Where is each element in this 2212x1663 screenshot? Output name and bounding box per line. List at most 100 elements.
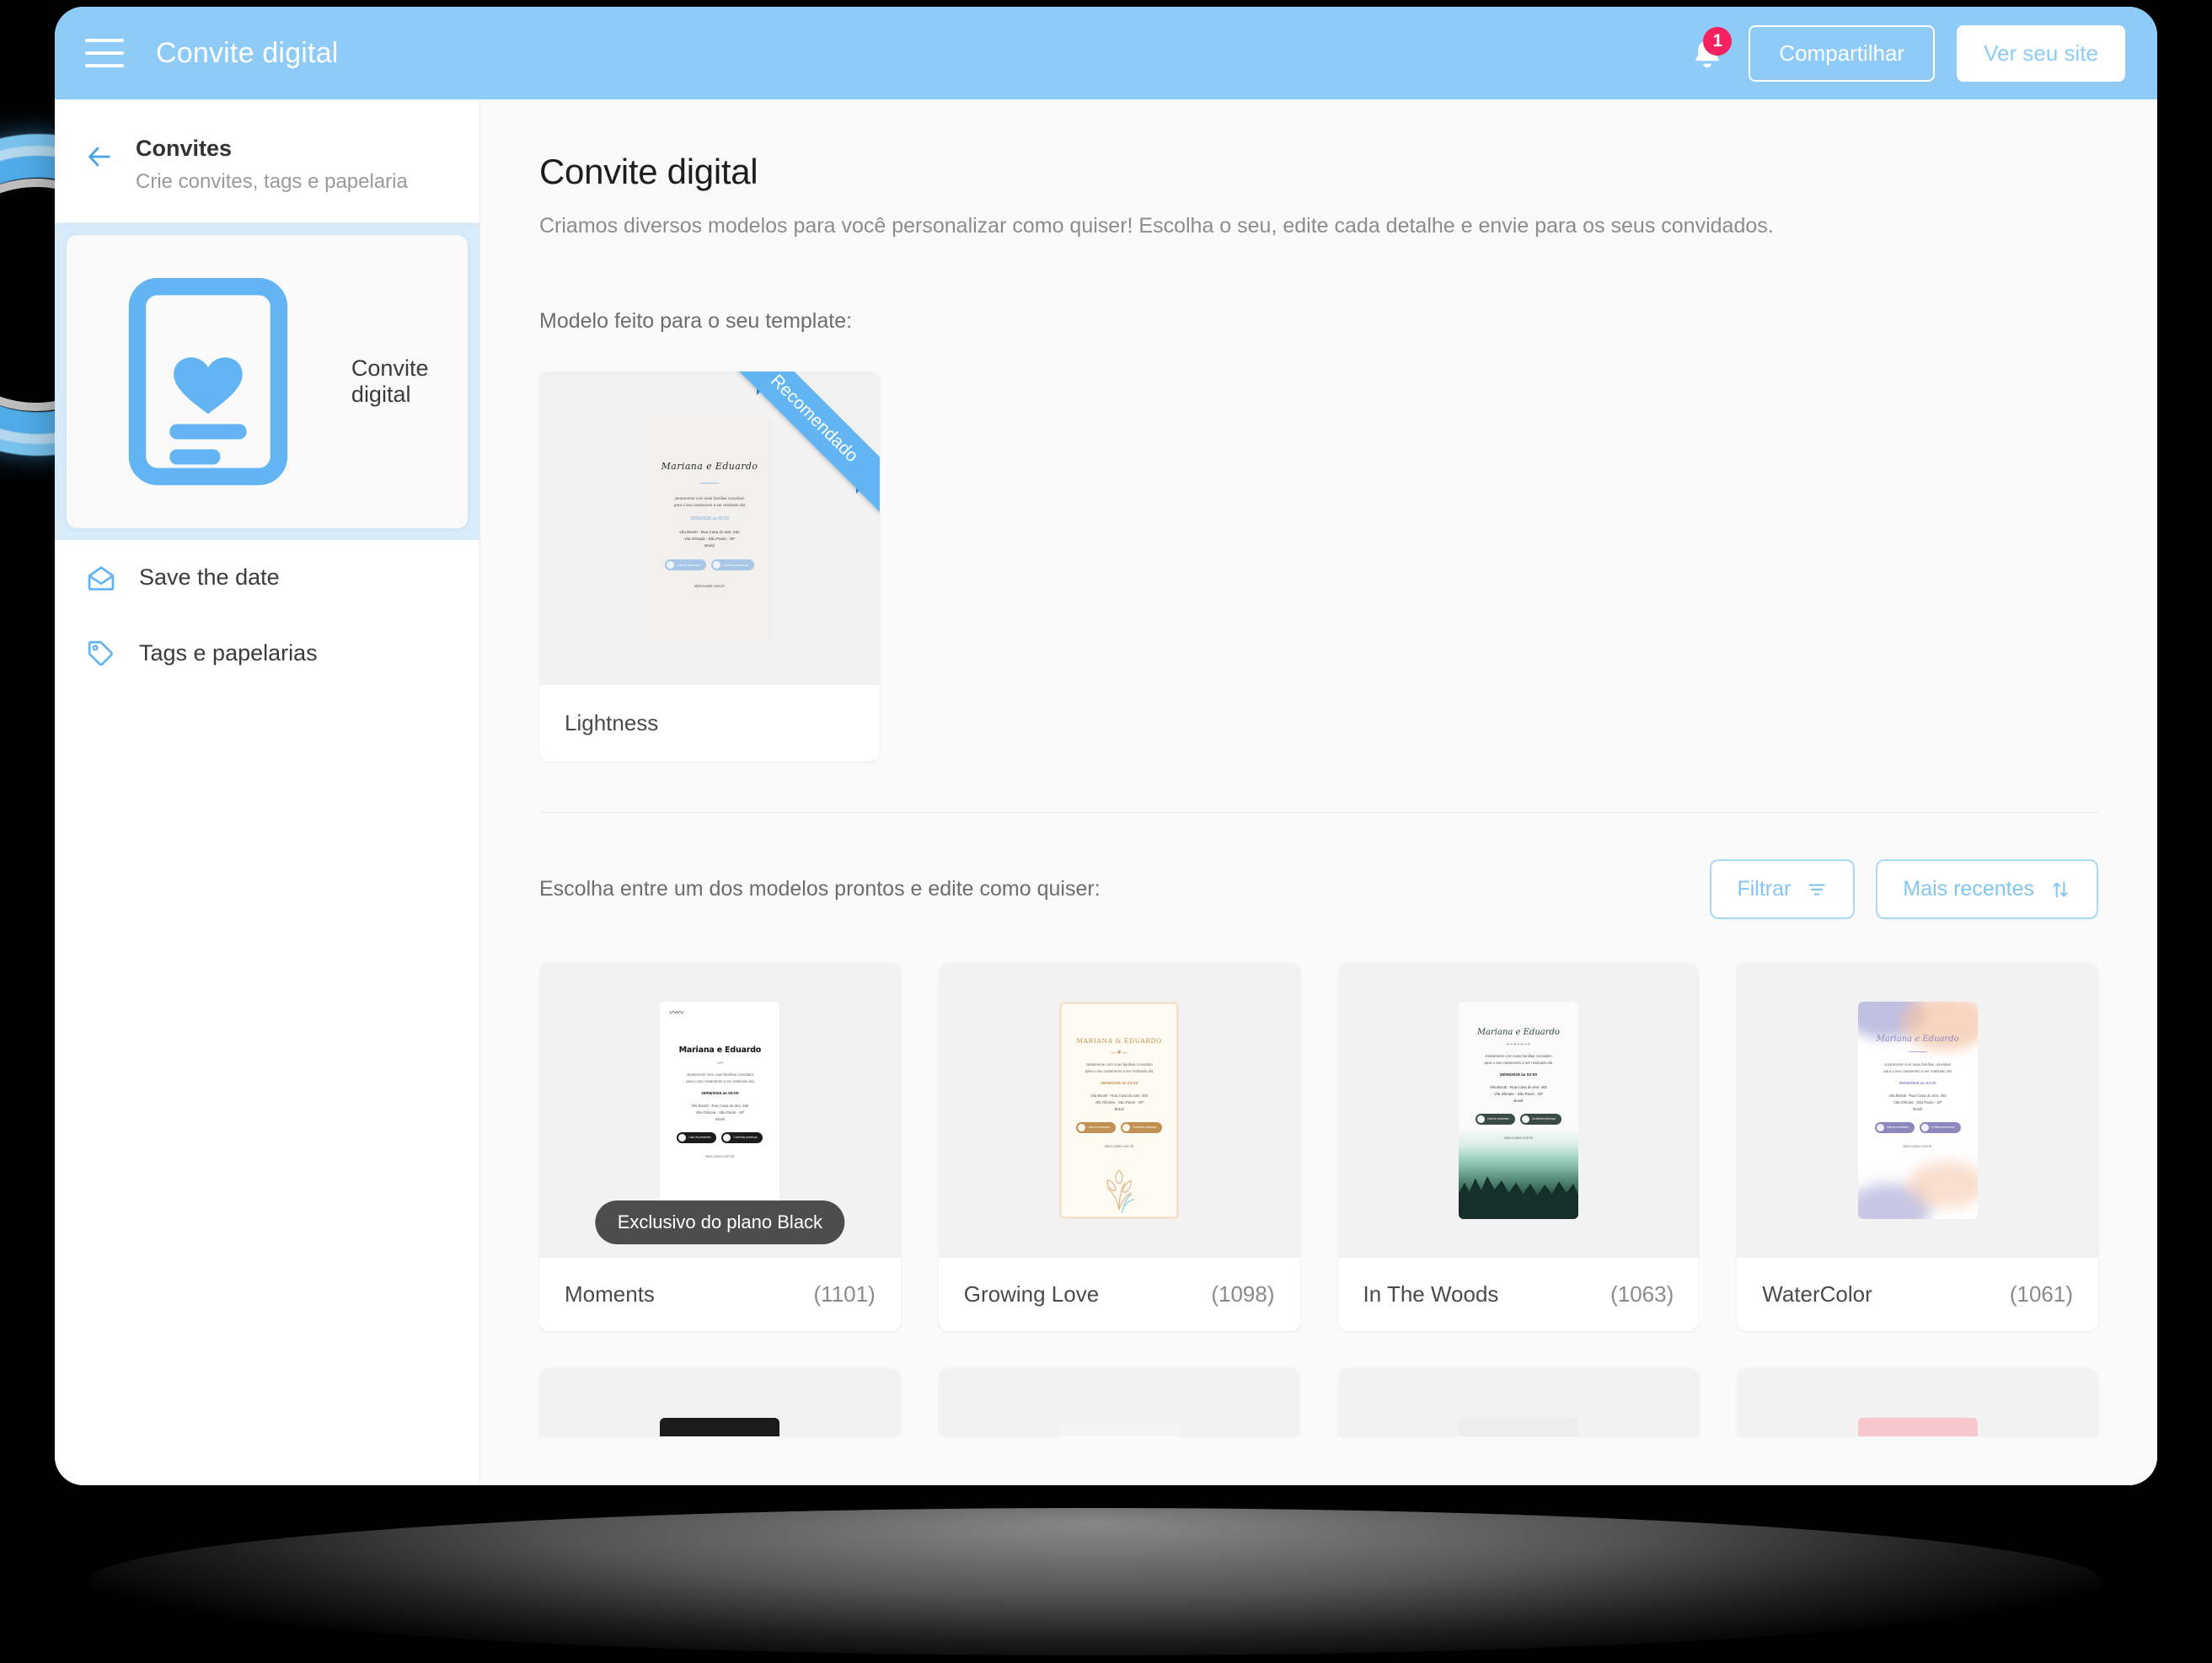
invitation-intro-line2: para o seu casamento a ser realizado dia: [1883, 1068, 1952, 1073]
invitation-address-line1: Vila Bisutti - Rua Casa do ator, 462: [1489, 1084, 1547, 1089]
invitation-gift-list-button: Lista de presentes: [677, 1131, 717, 1143]
template-card-partial[interactable]: [539, 1369, 901, 1436]
template-thumbnail: Mariana e Eduardo ✧∼✧∼✧∼✧ Juntamente com…: [1338, 963, 1700, 1258]
invitation-site-url: sites.icasei.com.br: [1503, 1135, 1534, 1140]
check-icon: [723, 1133, 731, 1142]
template-card-partial[interactable]: [1337, 1369, 1700, 1436]
invitation-intro-line1: Juntamente com suas famílias convidam: [1883, 1062, 1952, 1067]
decorative-squiggle-mid: 〰: [717, 1061, 723, 1067]
invitation-preview-in-the-woods: Mariana e Eduardo ✧∼✧∼✧∼✧ Juntamente com…: [1458, 1002, 1578, 1219]
invitation-site-url: sites.icasei.com.br: [694, 584, 726, 589]
template-card-footer: Moments (1101): [539, 1258, 901, 1331]
sidebar-title: Convites: [136, 136, 233, 161]
floral-ornament-icon: [1106, 1169, 1135, 1213]
invitation-address: Vila Bisutti - Rua Casa do ator, 462 Vil…: [691, 1103, 748, 1123]
invitation-intro: Juntamente com suas famílias convidam pa…: [686, 1072, 754, 1085]
invitation-address-line3: Brasil: [715, 1116, 725, 1121]
invitation-gift-list-label: Lista de presentes: [1486, 1117, 1509, 1121]
invitation-gift-list-label: Lista de presentes: [1886, 1126, 1909, 1130]
filter-button[interactable]: Filtrar: [1710, 859, 1856, 919]
template-card-partial[interactable]: [1737, 1369, 2098, 1436]
invitation-address: Vila Bisutti - Rua Casa do ator, 462 Vil…: [1490, 1084, 1547, 1104]
template-name: Growing Love: [963, 1281, 1100, 1307]
invitation-buttons: Lista de presentes Confirmar presença: [1874, 1121, 1961, 1133]
template-thumbnail-partial: [1059, 1418, 1180, 1436]
page-title: Convite digital: [539, 152, 758, 191]
invitation-rsvp-label: Confirmar presença: [1931, 1126, 1955, 1130]
invitation-rsvp-button: Confirmar presença: [1519, 1113, 1561, 1125]
template-thumbnail: Mariana e Eduardo Juntamente com suas fa…: [1737, 963, 2098, 1258]
invitation-gift-list-button: Lista de presentes: [665, 559, 706, 571]
invitation-address: Vila Bisutti - Rua Casa do ator, 462 Vil…: [679, 529, 739, 550]
filter-label: Filtrar: [1737, 877, 1792, 901]
check-icon: [1920, 1123, 1929, 1131]
template-count: (1098): [1211, 1281, 1275, 1307]
invitation-address-line2: Vila Olímpia - São Paulo - SP: [695, 1110, 745, 1115]
invitation-datetime: 29/06/2026 às 03:00: [689, 516, 730, 521]
template-card-partial[interactable]: [938, 1369, 1300, 1436]
sidebar-item-convite-digital[interactable]: Convite digital: [65, 233, 469, 530]
notification-badge: 1: [1703, 27, 1733, 56]
tag-icon: [88, 640, 113, 666]
invitation-site-url: sites.icasei.com.br: [1104, 1143, 1134, 1148]
page-title-topbar: Convite digital: [156, 36, 339, 69]
invitation-names: Mariana e Eduardo: [661, 460, 758, 472]
template-card-growing-love[interactable]: MARIANA & EDUARDO —❦— Juntamente com sua…: [938, 963, 1300, 1331]
sidebar-item-label: Convite digital: [351, 355, 429, 407]
template-card-footer: In The Woods (1063): [1337, 1258, 1700, 1331]
invitation-address-line1: Vila Bisutti - Rua Casa do ator, 462: [691, 1103, 749, 1108]
invitation-intro-line2: para o seu casamento a ser realizado dia: [673, 502, 746, 507]
invitation-address-line1: Vila Bisutti - Rua Casa do ator, 462: [1888, 1093, 1947, 1098]
device-shadow: [88, 1508, 2102, 1655]
invitation-gift-list-button: Lista de presentes: [1874, 1121, 1915, 1133]
template-thumbnail-partial: [1458, 1418, 1578, 1436]
templates-grid-actions: Filtrar Mais recentes: [1710, 859, 2098, 919]
invitation-intro-line1: Juntamente com suas famílias convidam: [1085, 1062, 1153, 1067]
notifications-button[interactable]: 1: [1688, 27, 1733, 74]
ribbon-tail-left: [757, 372, 782, 395]
invitation-buttons: Lista de presentes Confirmar presença: [1475, 1113, 1561, 1125]
invitation-gift-list-button: Lista de presentes: [1475, 1113, 1515, 1125]
template-card-watercolor[interactable]: Mariana e Eduardo Juntamente com suas fa…: [1737, 963, 2098, 1331]
invitation-divider: [700, 482, 719, 484]
sidebar-header: Convites Crie convites, tags e papelaria: [55, 99, 479, 223]
sidebar-item-tags-e-papelarias[interactable]: Tags e papelarias: [55, 616, 479, 692]
invitation-rsvp-label: Confirmar presença: [722, 563, 748, 567]
view-site-button[interactable]: Ver seu site: [1957, 24, 2125, 82]
template-card-moments[interactable]: 〰〰 Mariana e Eduardo 〰 Juntamente com su…: [539, 963, 901, 1331]
invitation-names: Mariana e Eduardo: [1876, 1035, 1959, 1044]
recommended-template-name: Lightness: [539, 685, 880, 762]
template-card-footer: Growing Love (1098): [938, 1258, 1300, 1331]
invitation-intro-line1: Juntamente com suas famílias convidam: [686, 1072, 754, 1077]
template-thumbnail: MARIANA & EDUARDO —❦— Juntamente com sua…: [939, 963, 1300, 1258]
invitation-intro: Juntamente com suas famílias convidam pa…: [1085, 1061, 1154, 1075]
decorative-flourish: —❦—: [1111, 1050, 1128, 1056]
sidebar-item-label: Tags e papelarias: [139, 640, 318, 666]
main-content: Convite digital Criamos diversos modelos…: [480, 99, 2157, 1485]
invitation-intro: Juntamente com suas famílias convidam pa…: [1883, 1061, 1952, 1075]
template-count: (1101): [813, 1281, 876, 1307]
invitation-preview-lightness: Mariana e Eduardo Juntamente com suas fa…: [647, 416, 772, 640]
envelope-icon: [88, 565, 115, 591]
invitation-address-line1: Vila Bisutti - Rua Casa do ator, 462: [679, 529, 740, 534]
recommended-section-label: Modelo feito para o seu template:: [539, 309, 853, 333]
section-divider: [539, 812, 2098, 813]
invitation-address-line3: Brasil: [704, 543, 715, 548]
invitation-datetime: 29/06/2026 às 03:00: [1100, 1081, 1138, 1086]
sort-button[interactable]: Mais recentes: [1876, 859, 2098, 919]
template-name: WaterColor: [1762, 1281, 1872, 1307]
invitation-datetime: 29/06/2026 às 03:00: [1499, 1072, 1538, 1077]
page-description: Criamos diversos modelos para você perso…: [539, 214, 1774, 238]
share-button[interactable]: Compartilhar: [1749, 24, 1936, 82]
invitation-address: Vila Bisutti - Rua Casa do ator, 462 Vil…: [1090, 1093, 1148, 1113]
app-window: Convite digital 1 Compartilhar Ver seu s…: [55, 7, 2157, 1485]
invitation-rsvp-button: Confirmar presença: [1121, 1121, 1163, 1133]
arrow-left-icon[interactable]: [85, 142, 114, 171]
gift-icon: [1876, 1123, 1884, 1131]
invitation-intro-line2: para o seu casamento a ser realizado dia: [1085, 1068, 1154, 1073]
sort-label: Mais recentes: [1903, 877, 2034, 901]
template-card-in-the-woods[interactable]: Mariana e Eduardo ✧∼✧∼✧∼✧ Juntamente com…: [1337, 963, 1700, 1331]
hamburger-icon[interactable]: [85, 39, 124, 67]
recommended-template-card[interactable]: Mariana e Eduardo Juntamente com suas fa…: [539, 372, 880, 762]
sidebar-item-save-the-date[interactable]: Save the date: [55, 540, 479, 616]
